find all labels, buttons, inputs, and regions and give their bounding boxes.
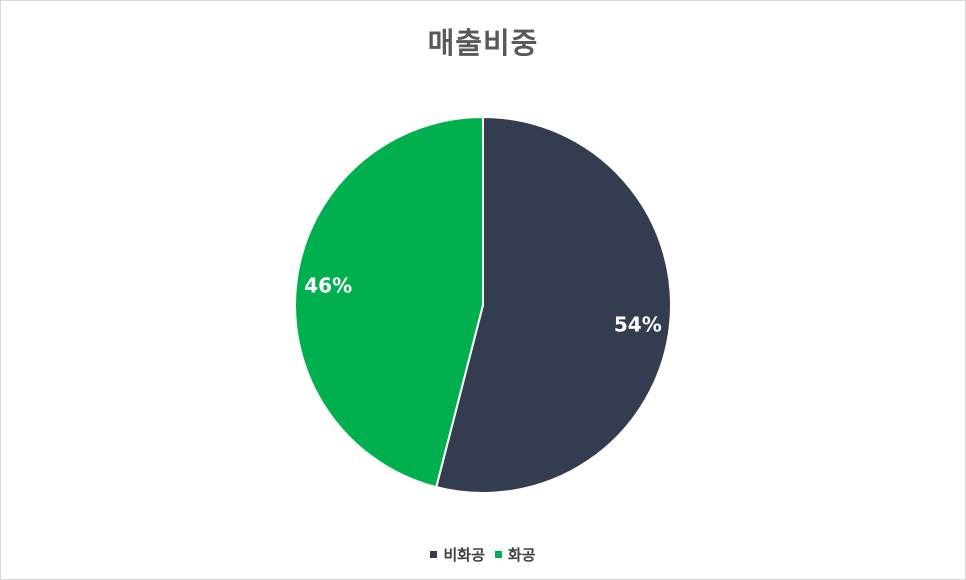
legend-label-bihwagong: 비화공 [443, 546, 485, 564]
legend-swatch-hwagong [494, 551, 502, 558]
legend-item-bihwagong: 비화공 [430, 544, 485, 565]
pie-data-labels: 54% 46% [304, 273, 661, 336]
pie-data-label-0: 54% [614, 313, 662, 337]
chart-title: 매출비중 [427, 26, 539, 60]
pie-data-label-1: 46% [304, 273, 352, 297]
pie-slice-1 [294, 116, 484, 489]
legend-label-hwagong: 화공 [507, 546, 536, 564]
legend-item-hwagong: 화공 [494, 544, 536, 565]
legend-swatch-bihwagong [430, 551, 438, 558]
pie-slice-0 [435, 116, 673, 494]
legend: 비화공 화공 [0, 544, 966, 565]
pie-slices [294, 116, 673, 494]
